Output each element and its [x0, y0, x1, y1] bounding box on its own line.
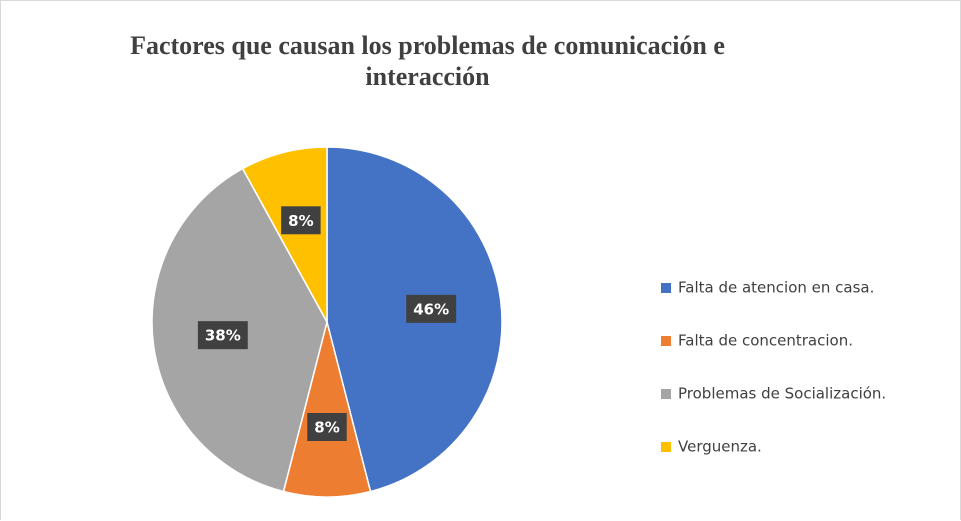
- legend-label: Verguenza.: [678, 438, 762, 456]
- data-label-box: [307, 413, 347, 441]
- data-label-box: [406, 294, 457, 323]
- data-label-text: 38%: [205, 327, 241, 345]
- data-label: 8%: [281, 206, 321, 235]
- legend-swatch: [661, 283, 671, 293]
- data-label-box: [197, 321, 248, 350]
- data-label: 46%: [406, 294, 457, 323]
- data-label: 38%: [197, 321, 248, 350]
- data-label-box: [281, 206, 321, 235]
- legend-swatch: [661, 442, 671, 452]
- legend-label: Problemas de Socialización.: [678, 385, 886, 403]
- chart-title: Factores que causan los problemas de com…: [130, 31, 725, 91]
- data-label: 8%: [307, 413, 347, 441]
- pie-slice: [241, 146, 328, 323]
- legend-label: Falta de atencion en casa.: [678, 279, 874, 297]
- legend-label: Falta de concentracion.: [678, 332, 853, 350]
- legend-swatch: [661, 336, 671, 346]
- data-label-text: 8%: [288, 212, 313, 230]
- data-label-text: 8%: [314, 419, 339, 437]
- data-label-text: 46%: [413, 300, 449, 318]
- legend-swatch: [661, 389, 671, 399]
